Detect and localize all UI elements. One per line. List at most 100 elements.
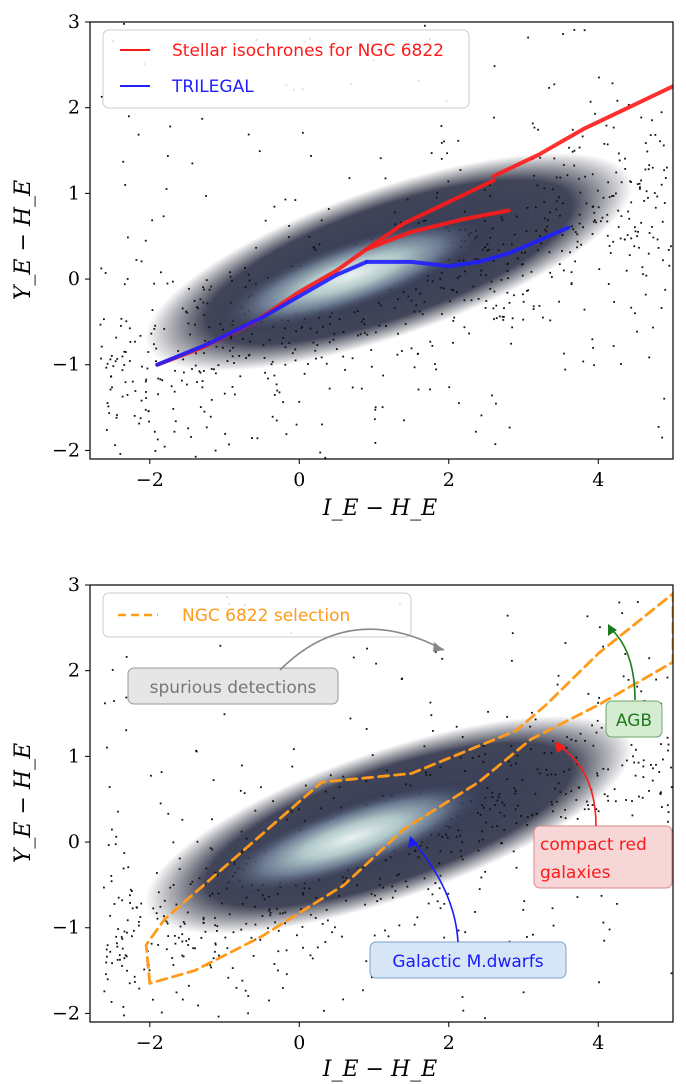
scatter-point [667,743,670,746]
outlier-point [440,125,443,127]
scatter-point [424,771,427,774]
scatter-point [630,201,633,204]
scatter-point [109,950,112,953]
scatter-point [489,195,492,198]
scatter-point [248,353,251,356]
scatter-point [660,806,663,808]
scatter-point [559,176,562,179]
scatter-point [491,227,494,230]
scatter-point [536,812,539,815]
scatter-point [116,358,119,360]
scatter-point [438,862,441,865]
selection-outline [144,592,673,985]
scatter-point [154,450,157,452]
scatter-point [366,333,369,336]
scatter-point [153,327,156,330]
outlier-point [645,274,648,277]
scatter-point [441,657,444,660]
outlier-point [496,799,499,802]
scatter-point [285,818,288,821]
outlier-point [201,117,204,120]
scatter-point [140,260,143,263]
scatter-point [629,180,632,183]
outlier-point [447,892,450,895]
scatter-point [522,300,525,303]
annotation-compact-red-line2: galaxies [540,863,611,883]
scatter-point [456,291,458,293]
scatter-point [329,774,332,777]
scatter-point [379,304,382,307]
scatter-point [245,837,248,840]
scatter-point [480,830,483,833]
scatter-point [309,913,312,916]
scatter-point [649,134,652,137]
scatter-point [595,808,598,811]
scatter-point [666,804,669,807]
scatter-point [638,795,640,798]
scatter-point [576,233,579,236]
scatter-point [133,975,136,978]
scatter-point [131,380,134,383]
scatter-point [584,175,587,178]
outlier-point [658,771,661,773]
scatter-point [602,196,605,199]
scatter-point [241,903,244,905]
outlier-point [662,144,665,147]
outlier-point [285,973,288,976]
scatter-point [551,188,554,191]
scatter-point [540,242,543,245]
outlier-point [127,115,130,118]
outlier-point [223,713,226,716]
scatter-point [157,944,160,946]
scatter-point [431,344,434,347]
scatter-point [558,263,561,266]
outlier-point [506,614,509,617]
outlier-point [534,718,537,721]
outlier-point [121,947,124,950]
scatter-point [648,232,651,234]
outlier-point [107,844,110,846]
scatter-point [625,759,628,762]
scatter-point [298,400,301,403]
scatter-point [554,787,556,790]
scatter-point [121,395,124,398]
scatter-point [555,800,558,803]
scatter-point [163,899,166,902]
scatter-point [215,372,217,375]
scatter-point [638,182,641,185]
outlier-point [106,746,108,749]
scatter-point [312,341,315,344]
y-tick-label: −2 [52,1002,80,1024]
scatter-point [474,911,476,913]
scatter-point [583,29,586,32]
scatter-point [379,877,381,880]
scatter-point [555,208,558,211]
scatter-point [315,896,318,899]
scatter-point [345,899,347,902]
scatter-point [527,289,530,292]
scatter-point [493,116,495,119]
scatter-point [106,402,109,404]
scatter-point [619,237,622,240]
outlier-point [243,792,246,795]
scatter-point [181,998,184,1001]
scatter-point [172,408,175,410]
scatter-point [314,917,317,919]
annotation-agb-label: AGB [616,711,652,731]
scatter-point [314,349,317,352]
scatter-point [216,929,218,932]
scatter-point [419,292,422,295]
scatter-point [378,324,381,327]
scatter-point [583,808,586,811]
scatter-point [490,280,493,283]
scatter-point [279,912,282,915]
scatter-point [459,169,462,171]
outlier-point [295,423,298,426]
scatter-point [115,835,118,838]
scatter-point [398,873,400,876]
scatter-point [148,969,151,972]
scatter-point [597,810,600,813]
scatter-point [397,332,399,335]
scatter-point [578,146,581,149]
scatter-point [385,325,387,327]
